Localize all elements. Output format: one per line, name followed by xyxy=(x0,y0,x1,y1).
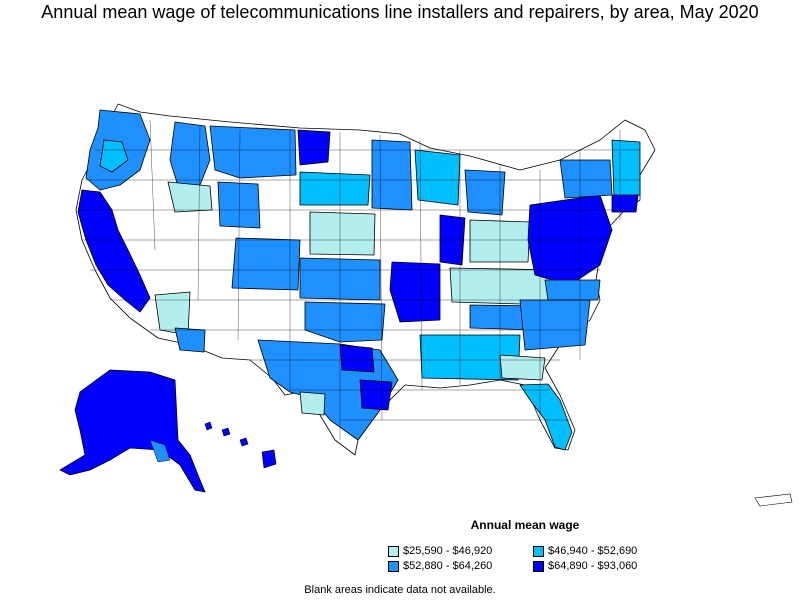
region-texas-houston xyxy=(359,379,393,411)
region-georgia-south xyxy=(499,354,546,381)
region-arizona-south xyxy=(174,327,206,353)
region-hawaii xyxy=(204,421,277,469)
map-title: Annual mean wage of telecommunications l… xyxy=(41,2,759,22)
legend-item-4: $64,890 - $93,060 xyxy=(533,560,678,572)
region-virginia xyxy=(544,279,601,301)
legend-item-3: $52,880 - $64,260 xyxy=(388,560,533,572)
region-puerto-rico xyxy=(754,493,793,507)
legend-label-4: $64,890 - $93,060 xyxy=(548,560,638,572)
region-california-coast xyxy=(77,189,151,313)
region-florida xyxy=(519,383,573,451)
region-wyoming xyxy=(217,181,261,229)
region-michigan xyxy=(464,169,506,216)
region-massachusetts xyxy=(611,194,639,213)
region-minnesota xyxy=(371,139,413,211)
region-montana-east xyxy=(297,129,331,166)
region-mississippi-alabama xyxy=(419,334,521,381)
legend-label-1: $25,590 - $46,920 xyxy=(403,545,493,557)
region-oklahoma xyxy=(304,301,386,343)
region-missouri-arkansas xyxy=(389,261,441,323)
region-new-york-north xyxy=(559,159,613,199)
legend-swatch-2 xyxy=(533,545,544,557)
region-montana-west xyxy=(209,125,297,179)
region-texas-west xyxy=(299,391,326,416)
legend-item-2: $46,940 - $52,690 xyxy=(533,545,678,557)
legend-swatch-3 xyxy=(388,560,399,572)
region-wisconsin xyxy=(414,149,461,206)
legend-swatch-1 xyxy=(388,545,399,557)
region-idaho-south xyxy=(167,181,213,213)
region-georgia-carolinas xyxy=(519,299,591,351)
region-texas-dfw xyxy=(339,344,375,373)
region-wa-west xyxy=(99,139,129,173)
region-north-dakota xyxy=(299,171,371,206)
footnote: Blank areas indicate data not available. xyxy=(304,584,496,596)
region-nebraska xyxy=(309,211,376,256)
legend-swatch-4 xyxy=(533,560,544,572)
legend-label-2: $46,940 - $52,690 xyxy=(548,545,638,557)
legend-item-1: $25,590 - $46,920 xyxy=(388,545,533,557)
legend-label-3: $52,880 - $64,260 xyxy=(403,560,493,572)
map-legend: Annual mean wage $25,590 - $46,920 $46,9… xyxy=(380,518,670,572)
region-alaska xyxy=(59,369,206,493)
region-alaska-north xyxy=(149,439,171,463)
region-colorado xyxy=(231,237,301,291)
legend-title: Annual mean wage xyxy=(470,518,580,532)
region-new-england xyxy=(611,139,641,199)
